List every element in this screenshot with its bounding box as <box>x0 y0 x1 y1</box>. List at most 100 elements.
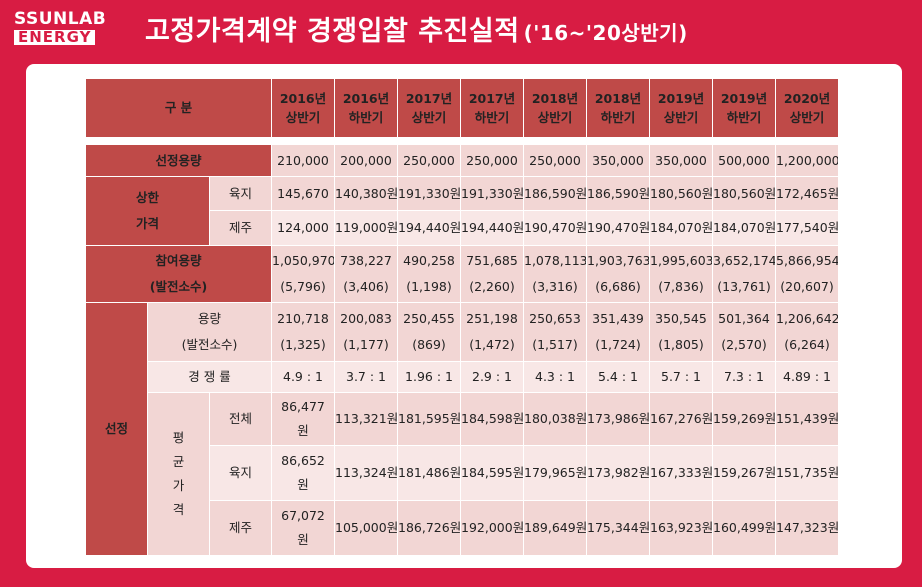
participation-row: 참여용량 (발전소수) 1,050,970 (5,796) 738,227 (3,406)… <box>85 245 839 303</box>
title-period: ('16~'20상반기) <box>523 21 688 45</box>
value-cell: 1,903,763 (6,686) <box>586 245 650 303</box>
label-jeju: 제주 <box>209 500 272 556</box>
value-cell: 151,439원 <box>775 392 839 446</box>
value-cell: 184,070원 <box>649 210 713 246</box>
value-cell: 250,455 (869) <box>397 302 461 362</box>
value-cell: 172,465원 <box>775 176 839 211</box>
value-cell: 5,866,954 (20,607) <box>775 245 839 303</box>
value-cell: 160,499원 <box>712 500 776 556</box>
value-cell: 7.3 : 1 <box>712 361 776 393</box>
value-cell: 1,995,603 (7,836) <box>649 245 713 303</box>
value-cell: 350,545 (1,805) <box>649 302 713 362</box>
value-cell: 159,269원 <box>712 392 776 446</box>
value-cell: 145,670 <box>271 176 335 211</box>
value-cell: 173,982원 <box>586 445 650 501</box>
value-cell: 191,330원 <box>397 176 461 211</box>
value-cell: 190,470원 <box>586 210 650 246</box>
label-participation: 참여용량 (발전소수) <box>85 245 272 303</box>
value-cell: 151,735원 <box>775 445 839 501</box>
value-cell: 350,000 <box>586 144 650 177</box>
period-header: 2017년 하반기 <box>460 78 524 138</box>
value-cell: 186,590원 <box>586 176 650 211</box>
ceiling-jeju-row: 제주 124,000 119,000원 194,440원 194,440원 190,470… <box>86 210 839 246</box>
value-cell: 181,486원 <box>397 445 461 501</box>
brand-logo: SSUNLAB ENERGY <box>14 11 106 45</box>
value-cell: 1.96 : 1 <box>397 361 461 393</box>
period-header: 2019년 하반기 <box>712 78 776 138</box>
period-header: 2017년 상반기 <box>397 78 461 138</box>
value-cell: 210,000 <box>271 144 335 177</box>
value-cell: 194,440원 <box>397 210 461 246</box>
period-header: 2018년 하반기 <box>586 78 650 138</box>
value-cell: 180,560원 <box>649 176 713 211</box>
label-jeju: 제주 <box>209 210 272 246</box>
label-competition: 경 쟁 률 <box>147 361 272 393</box>
value-cell: 200,083 (1,177) <box>334 302 398 362</box>
value-cell: 189,649원 <box>523 500 587 556</box>
avg-jeju-row: 제주 67,072원 105,000원 186,726원 192,000원 189,649… <box>86 500 839 556</box>
gap <box>85 137 839 145</box>
value-cell: 180,560원 <box>712 176 776 211</box>
value-cell: 67,072원 <box>271 500 335 556</box>
value-cell: 250,000 <box>460 144 524 177</box>
value-cell: 184,598원 <box>460 392 524 446</box>
value-cell: 2.9 : 1 <box>460 361 524 393</box>
selected-capacity-row: 선정 용량 (발전소수) 210,718 (1,325) 200,083 (1,177) 25… <box>85 302 839 556</box>
value-cell: 167,276원 <box>649 392 713 446</box>
avg-land-row: 육지 86,652원 113,324원 181,486원 184,595원 179,965… <box>86 445 839 501</box>
value-cell: 1,078,113 (3,316) <box>523 245 587 303</box>
value-cell: 4.9 : 1 <box>271 361 335 393</box>
period-header: 2018년 상반기 <box>523 78 587 138</box>
value-cell: 140,380원 <box>334 176 398 211</box>
value-cell: 190,470원 <box>523 210 587 246</box>
value-cell: 192,000원 <box>460 500 524 556</box>
page-title: 고정가격계약 경쟁입찰 추진실적 ('16~'20상반기) <box>145 9 688 48</box>
value-cell: 501,364 (2,570) <box>712 302 776 362</box>
value-cell: 186,726원 <box>397 500 461 556</box>
value-cell: 184,070원 <box>712 210 776 246</box>
value-cell: 175,344원 <box>586 500 650 556</box>
value-cell: 351,439 (1,724) <box>586 302 650 362</box>
title-main: 고정가격계약 경쟁입찰 추진실적 <box>145 16 520 47</box>
label-total: 전체 <box>209 392 272 446</box>
ceiling-land-row: 상한 가격 육지 145,670 140,380원 191,330원 191,330원 186… <box>85 176 839 246</box>
value-cell: 738,227 (3,406) <box>334 245 398 303</box>
value-cell: 251,198 (1,472) <box>460 302 524 362</box>
period-header: 2016년 하반기 <box>334 78 398 138</box>
value-cell: 4.3 : 1 <box>523 361 587 393</box>
value-cell: 180,038원 <box>523 392 587 446</box>
period-header: 2019년 상반기 <box>649 78 713 138</box>
value-cell: 3.7 : 1 <box>334 361 398 393</box>
value-cell: 250,653 (1,517) <box>523 302 587 362</box>
period-header: 2016년 상반기 <box>271 78 335 138</box>
value-cell: 159,267원 <box>712 445 776 501</box>
value-cell: 163,923원 <box>649 500 713 556</box>
competition-row: 경 쟁 률 4.9 : 1 3.7 : 1 1.96 : 1 2.9 : 1 4.3 : … <box>86 361 839 393</box>
value-cell: 3,652,174 (13,761) <box>712 245 776 303</box>
value-cell: 186,590원 <box>523 176 587 211</box>
value-cell: 1,200,000 <box>775 144 839 177</box>
label-selection: 선정 <box>85 302 148 556</box>
value-cell: 119,000원 <box>334 210 398 246</box>
value-cell: 500,000 <box>712 144 776 177</box>
value-cell: 5.7 : 1 <box>649 361 713 393</box>
value-cell: 751,685 (2,260) <box>460 245 524 303</box>
value-cell: 250,000 <box>523 144 587 177</box>
header-label: 구 분 <box>85 78 272 138</box>
value-cell: 200,000 <box>334 144 398 177</box>
label-selected-capacity: 용량 (발전소수) <box>147 302 272 362</box>
value-cell: 194,440원 <box>460 210 524 246</box>
brand-line1: SSUNLAB <box>14 9 107 29</box>
value-cell: 113,321원 <box>334 392 398 446</box>
value-cell: 113,324원 <box>334 445 398 501</box>
value-cell: 86,652원 <box>271 445 335 501</box>
value-cell: 184,595원 <box>460 445 524 501</box>
selection-capacity-row: 선정용량 210,000 200,000 250,000 250,000 250,000 3… <box>85 144 839 177</box>
value-cell: 124,000 <box>271 210 335 246</box>
value-cell: 1,050,970 (5,796) <box>271 245 335 303</box>
label-land: 육지 <box>209 445 272 501</box>
period-header: 2020년 상반기 <box>775 78 839 138</box>
value-cell: 167,333원 <box>649 445 713 501</box>
value-cell: 147,323원 <box>775 500 839 556</box>
